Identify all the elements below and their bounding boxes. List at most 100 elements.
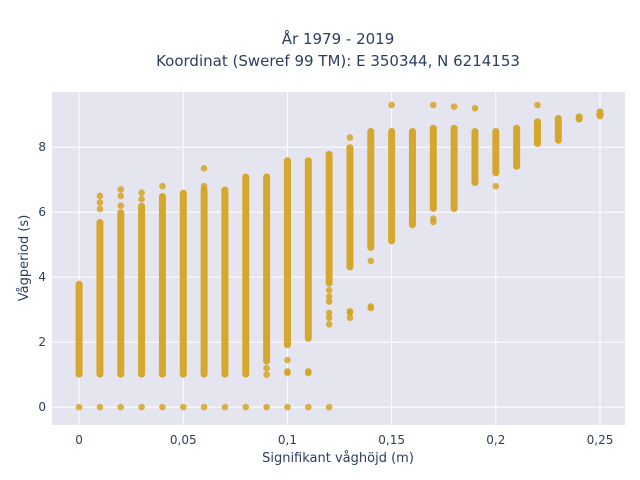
data-point bbox=[96, 192, 104, 200]
data-point bbox=[263, 371, 270, 378]
y-axis-ticks: 0 2 4 6 8 bbox=[38, 140, 46, 414]
data-column bbox=[575, 113, 583, 123]
y-tick-label: 2 bbox=[38, 335, 46, 349]
data-point bbox=[367, 257, 375, 265]
data-point bbox=[221, 403, 229, 411]
data-point bbox=[138, 189, 145, 197]
data-column bbox=[471, 104, 479, 186]
data-point bbox=[346, 134, 354, 141]
data-column bbox=[408, 127, 416, 229]
data-point bbox=[159, 182, 166, 190]
y-tick-label: 8 bbox=[38, 140, 46, 154]
x-axis-label: Signifikant våghöjd (m) bbox=[262, 451, 414, 466]
data-column bbox=[596, 108, 604, 120]
data-point bbox=[325, 403, 333, 411]
x-tick-label: 0,15 bbox=[378, 433, 405, 447]
data-point bbox=[450, 103, 458, 110]
data-point bbox=[325, 309, 333, 317]
data-column bbox=[533, 101, 541, 147]
data-point bbox=[534, 101, 541, 109]
data-point bbox=[117, 186, 125, 193]
data-point bbox=[346, 314, 354, 322]
data-point bbox=[430, 215, 437, 223]
y-tick-label: 4 bbox=[38, 270, 46, 284]
data-point-cluster bbox=[408, 127, 416, 229]
data-point-cluster bbox=[596, 108, 604, 120]
chart-title-line1: År 1979 - 2019 bbox=[282, 29, 395, 48]
data-point-cluster bbox=[513, 124, 521, 170]
data-point bbox=[138, 195, 145, 203]
data-point bbox=[75, 403, 83, 411]
data-point bbox=[200, 165, 208, 172]
chart-title-line2: Koordinat (Sweref 99 TM): E 350344, N 62… bbox=[156, 52, 520, 70]
data-point bbox=[284, 403, 291, 411]
data-point bbox=[325, 298, 333, 305]
data-point-cluster bbox=[138, 202, 146, 378]
y-axis-label: Vågperiod (s) bbox=[17, 215, 32, 302]
x-axis-ticks: 0 0,05 0,1 0,15 0,2 0,25 bbox=[75, 433, 613, 447]
data-point bbox=[96, 403, 104, 411]
data-point bbox=[325, 286, 333, 294]
data-point-cluster bbox=[450, 124, 458, 212]
data-column bbox=[96, 192, 104, 411]
data-point bbox=[304, 403, 312, 411]
x-tick-label: 0 bbox=[75, 433, 83, 447]
data-point bbox=[200, 403, 208, 411]
data-point bbox=[117, 403, 125, 411]
data-point bbox=[200, 182, 208, 190]
data-point-cluster bbox=[554, 114, 562, 144]
data-point-cluster bbox=[325, 150, 333, 287]
data-column bbox=[138, 189, 146, 411]
data-point bbox=[159, 403, 166, 411]
data-column bbox=[367, 127, 375, 312]
data-point bbox=[430, 101, 437, 109]
data-column bbox=[388, 101, 396, 245]
data-column bbox=[221, 186, 229, 411]
data-point-cluster bbox=[263, 173, 271, 365]
data-point bbox=[179, 403, 187, 411]
data-column bbox=[117, 186, 125, 411]
data-column bbox=[492, 127, 500, 190]
data-point bbox=[304, 368, 312, 375]
data-column bbox=[429, 101, 437, 226]
data-point bbox=[325, 314, 333, 322]
x-tick-label: 0,1 bbox=[278, 433, 297, 447]
data-point bbox=[471, 104, 479, 112]
data-point-cluster bbox=[283, 157, 291, 349]
data-point bbox=[96, 205, 104, 213]
data-column bbox=[283, 157, 291, 411]
data-point bbox=[242, 403, 250, 411]
data-point bbox=[325, 293, 333, 300]
data-column bbox=[158, 182, 166, 411]
data-point bbox=[388, 101, 395, 109]
data-column bbox=[179, 189, 187, 411]
data-point-cluster bbox=[429, 124, 437, 212]
data-column bbox=[242, 173, 250, 411]
data-column bbox=[304, 157, 312, 411]
data-point bbox=[346, 307, 354, 315]
data-column bbox=[554, 114, 562, 144]
data-column bbox=[325, 150, 333, 411]
data-column bbox=[200, 165, 208, 411]
data-column bbox=[450, 103, 458, 212]
data-point bbox=[263, 403, 270, 411]
data-column bbox=[263, 173, 271, 411]
data-point bbox=[284, 368, 291, 375]
data-point-cluster bbox=[179, 189, 187, 378]
data-point-cluster bbox=[388, 127, 396, 245]
data-point bbox=[96, 199, 104, 206]
data-point-cluster bbox=[346, 144, 354, 271]
data-point bbox=[138, 403, 145, 411]
data-point-cluster bbox=[367, 127, 375, 251]
data-column bbox=[513, 124, 521, 170]
data-point-cluster bbox=[75, 280, 83, 378]
x-tick-label: 0,2 bbox=[486, 433, 505, 447]
data-point-cluster bbox=[200, 186, 208, 378]
data-column bbox=[75, 280, 83, 411]
data-point bbox=[284, 356, 291, 364]
data-point-cluster bbox=[242, 173, 250, 378]
data-point-cluster bbox=[96, 218, 104, 378]
data-point bbox=[492, 182, 500, 190]
